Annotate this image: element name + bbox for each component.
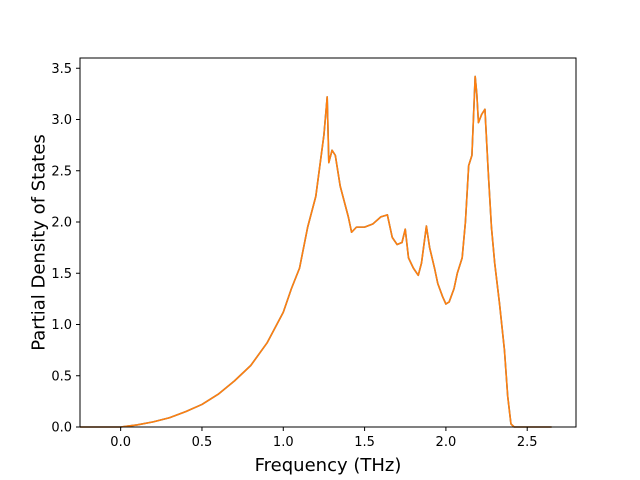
x-tick-label: 2.0 (436, 435, 457, 450)
x-tick-label: 2.5 (517, 435, 538, 450)
plot-frame (79, 57, 577, 428)
series-layer (80, 75, 552, 428)
y-tick-label: 2.0 (51, 216, 72, 231)
x-tick-label: 1.5 (354, 435, 375, 450)
x-tick-label: 0.0 (110, 435, 131, 450)
y-tick-label: 0.0 (51, 421, 72, 436)
y-tick-label: 1.5 (51, 267, 72, 282)
y-tick-label: 3.5 (51, 62, 72, 77)
series-line-2 (80, 75, 552, 428)
y-tick-label: 0.5 (51, 369, 72, 384)
x-axis-label: Frequency (THz) (255, 455, 402, 476)
y-tick-label: 1.0 (51, 318, 72, 333)
x-tick-label: 1.0 (273, 435, 294, 450)
series-line-1 (80, 75, 552, 428)
x-tick-label: 0.5 (192, 435, 213, 450)
y-tick-label: 3.0 (51, 113, 72, 128)
y-axis-label: Partial Density of States (28, 134, 49, 351)
ticks-layer: 0.0 0.5 1.0 1.5 2.0 2.5 0.0 0.5 1.0 1.5 2.0 2.5 3.0 3… (51, 62, 537, 450)
y-tick-label: 2.5 (51, 164, 72, 179)
